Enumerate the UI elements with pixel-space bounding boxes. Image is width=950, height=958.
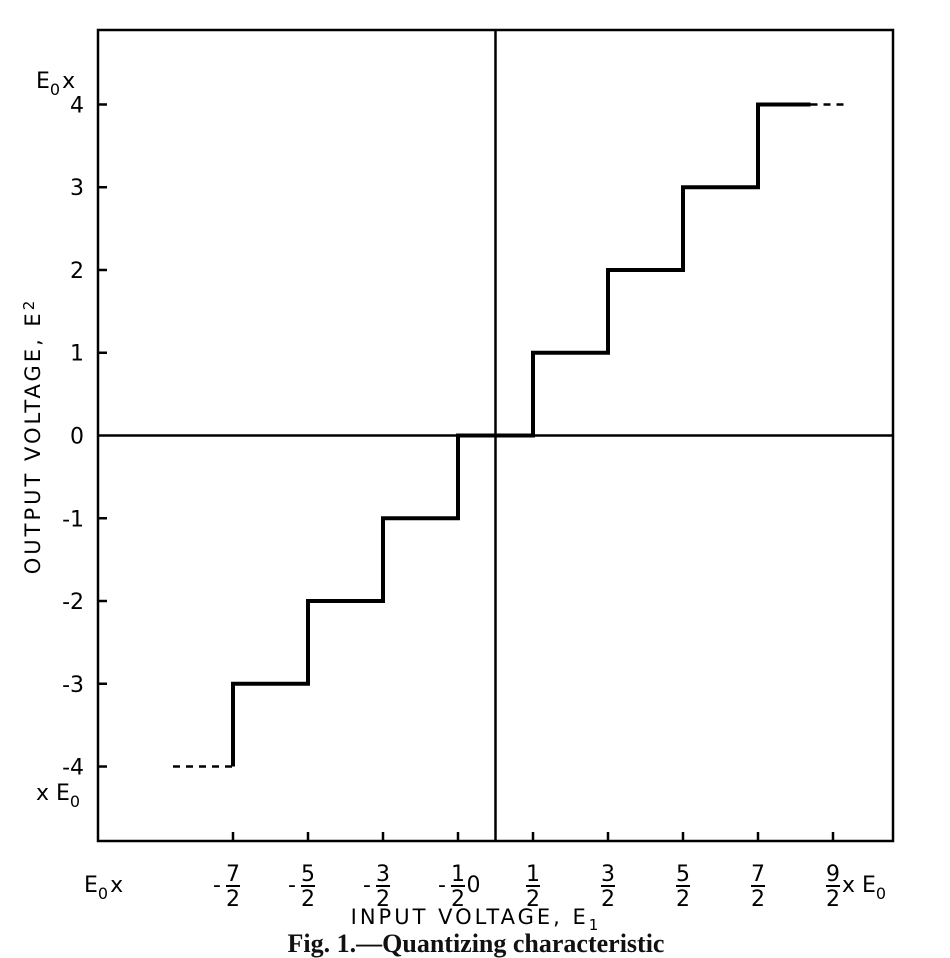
y-tick-label: 2 (70, 259, 84, 284)
x-unit-prefix: E0x (84, 873, 123, 903)
y-ticks: 4 3 2 1 0 -1 -2 -3 -4 (62, 93, 107, 781)
y-unit-top: E0x (36, 69, 75, 99)
x-tick-denominator: 2 (826, 887, 840, 912)
x-tick-denominator: 2 (601, 887, 615, 912)
x-tick-denominator: 2 (451, 887, 465, 912)
x-tick-denominator: 2 (526, 887, 540, 912)
y-tick-label: 4 (70, 93, 84, 118)
y-unit-bottom: x E0 (36, 781, 80, 811)
x-tick-fraction: -32 (363, 862, 390, 912)
x-tick-numerator: 5 (676, 862, 690, 887)
x-tick-numerator: 1 (526, 862, 540, 887)
x-tick-sign: - (288, 873, 296, 898)
x-tick-fraction: 92 (826, 862, 840, 912)
x-tick-numerator: 5 (301, 862, 315, 887)
x-tick-numerator: 7 (226, 862, 240, 887)
x-tick-denominator: 2 (226, 887, 240, 912)
x-tick-sign: - (363, 873, 371, 898)
series-layer (173, 102, 848, 768)
y-axis-title: OUTPUT VOLTAGE, E2 (20, 298, 45, 575)
y-tick-label: 1 (70, 342, 84, 367)
x-tick-numerator: 3 (601, 862, 615, 887)
x-tick-denominator: 2 (376, 887, 390, 912)
y-tick-label: -2 (62, 590, 84, 615)
y-tick-label: 0 (70, 425, 84, 450)
x-tick-fraction: 72 (751, 862, 765, 912)
x-tick-fraction: 12 (526, 862, 540, 912)
figure-caption: Fig. 1.—Quantizing characteristic (288, 929, 665, 958)
y-tick-label: -4 (62, 756, 84, 781)
x-unit-suffix: x E0 (842, 873, 886, 903)
x-tick-numerator: 1 (451, 862, 465, 887)
x-tick-numerator: 3 (376, 862, 390, 887)
x-tick-numerator: 7 (751, 862, 765, 887)
series-staircase (231, 102, 811, 767)
x-tick-denominator: 2 (676, 887, 690, 912)
x-tick-denominator: 2 (301, 887, 315, 912)
x-tick-fraction: -12 (438, 862, 465, 912)
y-tick-label: -3 (62, 673, 84, 698)
x-tick-label: 0 (467, 873, 481, 898)
x-tick-fraction: 32 (601, 862, 615, 912)
x-tick-denominator: 2 (751, 887, 765, 912)
x-tick-sign: - (213, 873, 221, 898)
y-tick-label: 3 (70, 176, 84, 201)
x-axis-title: INPUT VOLTAGE, E1 (351, 905, 602, 934)
x-tick-fraction: 52 (676, 862, 690, 912)
y-tick-label: -1 (62, 507, 84, 532)
x-tick-fraction: -72 (213, 862, 240, 912)
x-tick-sign: - (438, 873, 446, 898)
x-tick-numerator: 9 (826, 862, 840, 887)
x-tick-fraction: -52 (288, 862, 315, 912)
